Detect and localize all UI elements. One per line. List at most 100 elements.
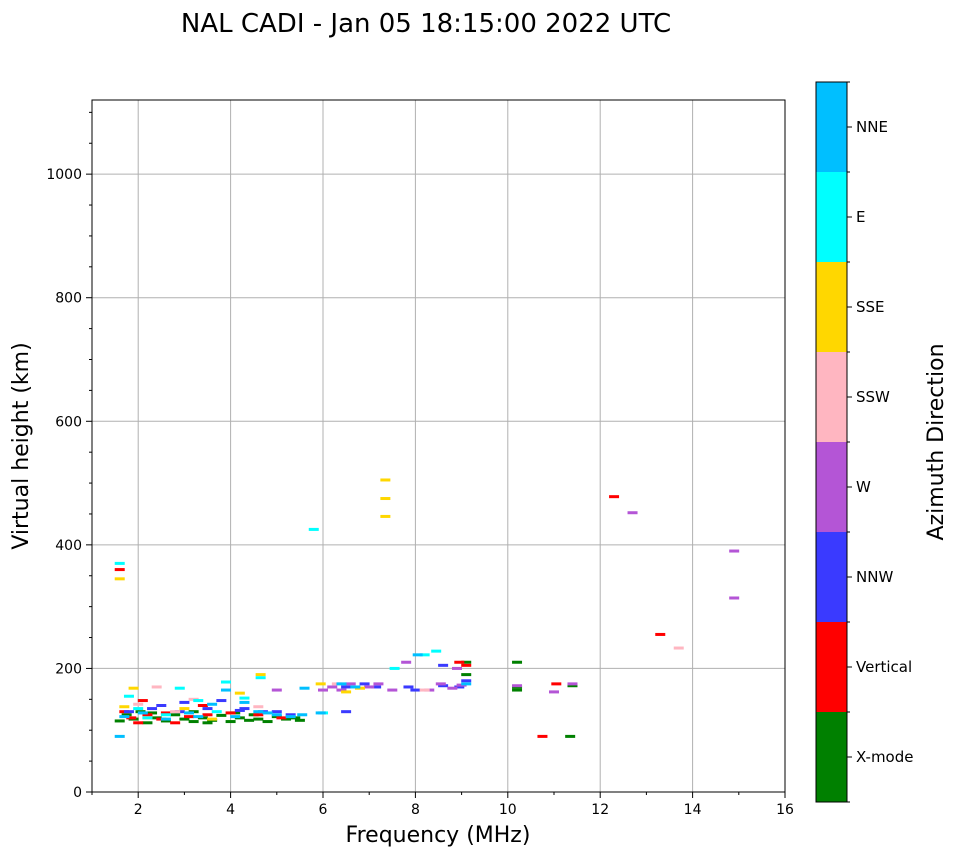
plot-area bbox=[92, 100, 786, 793]
data-point bbox=[565, 734, 576, 738]
data-point bbox=[609, 495, 620, 499]
data-point bbox=[318, 688, 328, 692]
data-point bbox=[454, 660, 465, 664]
data-point bbox=[147, 711, 158, 715]
y-tick-label: 600 bbox=[55, 414, 82, 430]
y-tick-label: 1000 bbox=[46, 167, 82, 183]
x-tick-label: 10 bbox=[499, 802, 517, 818]
colorbar-label: X-mode bbox=[856, 748, 913, 766]
data-point bbox=[142, 713, 153, 717]
data-point bbox=[431, 649, 442, 653]
data-point bbox=[151, 685, 162, 689]
data-point bbox=[133, 702, 144, 706]
chart-title: NAL CADI - Jan 05 18:15:00 2022 UTC bbox=[181, 9, 671, 39]
data-point bbox=[461, 663, 472, 667]
y-tick-label: 200 bbox=[55, 661, 82, 677]
y-tick-label: 0 bbox=[73, 785, 82, 801]
data-point bbox=[216, 713, 227, 717]
data-point bbox=[253, 705, 264, 709]
colorbar-label: SSW bbox=[856, 388, 890, 406]
x-tick-label: 14 bbox=[684, 802, 702, 818]
data-point bbox=[216, 699, 227, 703]
data-point bbox=[114, 734, 125, 738]
data-point bbox=[350, 685, 361, 689]
data-point bbox=[387, 688, 398, 692]
data-point bbox=[315, 711, 326, 715]
data-point bbox=[512, 688, 523, 692]
data-point bbox=[673, 646, 684, 650]
data-point bbox=[537, 734, 548, 738]
data-point bbox=[551, 682, 562, 686]
data-point bbox=[197, 704, 208, 707]
data-point bbox=[160, 713, 171, 717]
colorbar-segment bbox=[816, 532, 847, 622]
data-point bbox=[454, 685, 465, 689]
data-point bbox=[567, 684, 578, 688]
data-point bbox=[255, 676, 266, 680]
data-point bbox=[412, 653, 423, 657]
colorbar-segment bbox=[816, 442, 847, 532]
data-point bbox=[193, 699, 204, 703]
colorbar-segment bbox=[816, 712, 847, 802]
data-point bbox=[202, 707, 213, 711]
data-point bbox=[119, 705, 130, 709]
data-point bbox=[114, 719, 125, 723]
data-point bbox=[137, 699, 148, 703]
data-point bbox=[655, 632, 666, 636]
data-point bbox=[401, 660, 412, 664]
data-point bbox=[327, 685, 338, 689]
x-tick-label: 16 bbox=[776, 802, 794, 818]
data-point bbox=[179, 717, 190, 721]
colorbar-segment bbox=[816, 352, 847, 442]
data-point bbox=[225, 720, 236, 724]
data-point bbox=[271, 710, 282, 714]
data-point bbox=[156, 704, 167, 707]
data-point bbox=[133, 721, 144, 725]
data-point bbox=[308, 527, 319, 531]
data-point bbox=[207, 702, 218, 706]
data-point bbox=[419, 688, 430, 692]
data-point bbox=[160, 719, 171, 723]
data-point bbox=[461, 673, 472, 677]
data-point bbox=[184, 711, 195, 715]
data-point bbox=[373, 682, 384, 686]
colorbar-label: W bbox=[856, 478, 871, 496]
colorbar-label: NNW bbox=[856, 568, 893, 586]
colorbar-title: Azimuth Direction bbox=[924, 343, 949, 540]
data-point bbox=[438, 684, 449, 688]
colorbar: X-mode Vertical NNW W SSW SSE E NNE bbox=[815, 81, 913, 803]
data-point bbox=[255, 673, 266, 677]
axes: 2 4 6 8 10 12 14 16 0 200 400 600 800 1000 bbox=[46, 111, 794, 818]
data-point bbox=[461, 679, 472, 683]
data-point bbox=[438, 663, 449, 667]
data-point bbox=[123, 710, 134, 714]
data-point bbox=[299, 686, 310, 690]
colorbar-label: SSE bbox=[856, 298, 885, 316]
data-point bbox=[315, 682, 326, 686]
data-point bbox=[403, 685, 414, 689]
data-point bbox=[512, 684, 523, 688]
colorbar-label: E bbox=[856, 208, 865, 226]
data-point bbox=[170, 710, 181, 714]
colorbar-label: Vertical bbox=[856, 658, 912, 676]
data-point bbox=[285, 713, 296, 717]
data-point bbox=[220, 680, 231, 684]
data-point bbox=[128, 686, 139, 690]
data-point bbox=[294, 718, 305, 722]
data-point bbox=[239, 707, 250, 711]
data-point bbox=[336, 688, 347, 692]
data-point bbox=[174, 686, 185, 690]
data-point bbox=[211, 710, 222, 714]
data-point bbox=[244, 718, 255, 722]
data-point bbox=[239, 696, 250, 700]
data-point bbox=[276, 716, 287, 720]
x-tick-label: 12 bbox=[591, 802, 609, 818]
y-tick-label: 800 bbox=[55, 291, 82, 307]
data-point bbox=[512, 660, 523, 664]
data-point bbox=[380, 497, 391, 501]
data-point bbox=[123, 694, 134, 698]
y-axis-title: Virtual height (km) bbox=[9, 342, 34, 549]
data-point bbox=[234, 691, 245, 695]
data-point bbox=[285, 715, 296, 719]
